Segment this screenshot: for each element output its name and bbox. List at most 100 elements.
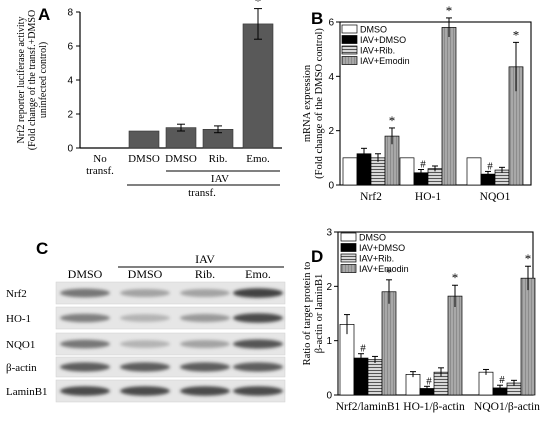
x-tick-label: No (93, 153, 107, 165)
x-tick-label: NQO1/β-actin (474, 401, 540, 413)
blot-band (60, 313, 110, 323)
panel-label-c: C (36, 239, 48, 258)
legend-label: IAV+Rib. (359, 254, 394, 264)
blot-band (233, 386, 283, 396)
legend-swatch (340, 243, 357, 252)
lane-label: Rib. (195, 267, 215, 281)
x-tick-label: Nrf2/laminB1 (336, 401, 401, 413)
chart-a: 0 2 4 6 8 Nrf2 reporter luciferase activity(F… (16, 0, 282, 199)
significance-mark: * (255, 0, 262, 9)
lane-label: DMSO (128, 267, 163, 281)
significance-mark: # (426, 375, 432, 387)
legend-swatch (340, 253, 357, 263)
legend-label: IAV+DMSO (360, 35, 406, 45)
legend-swatch (341, 35, 358, 44)
bar (399, 157, 415, 186)
x-tick-label: Emo. (246, 153, 270, 165)
legend-label: IAV+Rib. (360, 46, 395, 56)
blot-band (180, 339, 230, 349)
blot-band (120, 362, 170, 372)
blot-row-label: NQO1 (6, 339, 35, 351)
x-tick-label: HO-1 (415, 191, 441, 203)
blot-band (180, 386, 230, 396)
blot-band (180, 288, 230, 298)
blot-band (120, 314, 170, 322)
legend-swatch (340, 232, 357, 242)
blot-band (60, 339, 110, 349)
chart-d: 0 1 2 3 Ratio of target protein toβ-actin or… (302, 228, 540, 414)
blot-band (233, 313, 283, 323)
blot-band (120, 340, 170, 348)
significance-mark: * (452, 270, 459, 285)
bar (381, 291, 397, 396)
legend-label: IAV+Emodin (359, 264, 409, 274)
blot-strip (55, 379, 286, 403)
significance-mark: * (386, 265, 393, 280)
lane-label: DMSO (68, 267, 103, 281)
bar (478, 371, 494, 396)
x-tick-label: HO-1/β-actin (403, 401, 465, 413)
blot-strip (55, 332, 286, 356)
bar (339, 324, 355, 396)
lane-label: Emo. (245, 267, 271, 281)
blot-band (180, 313, 230, 323)
blot-strip (55, 306, 286, 330)
bar (342, 157, 358, 186)
blot-band (233, 288, 283, 298)
bar (520, 277, 536, 396)
y-tick-label: 2 (67, 110, 73, 121)
significance-mark: * (389, 113, 396, 128)
bar (128, 130, 160, 149)
blot-strip (55, 281, 286, 305)
significance-mark: # (420, 159, 426, 171)
significance-mark: * (525, 251, 532, 266)
bar (466, 157, 482, 186)
x-tick-label: DMSO (165, 153, 197, 165)
blot-band (60, 288, 110, 298)
blot-row-label: β-actin (6, 362, 37, 374)
x-tick-label: NQO1 (480, 191, 511, 203)
y-tick-label: 0 (67, 144, 73, 155)
significance-mark: # (487, 160, 493, 172)
y-axis-label: mRNA expression(Fold change of the DMSO … (302, 28, 325, 179)
panel-label-a: A (38, 5, 50, 24)
significance-mark: * (513, 27, 520, 42)
blot-band (233, 339, 283, 349)
western-blot: IAV DMSO DMSO Rib. Emo. Nrf2 HO-1 NQO1 β-actin La… (6, 252, 286, 403)
blot-row-label: HO-1 (6, 313, 31, 325)
significance-mark: # (360, 343, 366, 355)
bar (447, 295, 463, 396)
legend-label: IAV+Emodin (360, 56, 410, 66)
blot-band (120, 288, 170, 298)
y-tick-label: 3 (326, 228, 332, 239)
x-tick-label: Nrf2 (360, 191, 382, 203)
y-tick-label: 8 (67, 8, 73, 19)
y-tick-label: 1 (326, 336, 332, 347)
blot-band (120, 386, 170, 396)
x-tick-label: transf. (86, 165, 114, 177)
significance-mark: # (499, 374, 505, 386)
y-tick-label: 0 (328, 181, 334, 192)
group-label: IAV (195, 252, 215, 266)
panel-label-d: D (311, 247, 323, 266)
blot-strip (55, 356, 286, 378)
bar (405, 374, 421, 396)
legend-swatch (341, 56, 358, 65)
legend-label: DMSO (359, 233, 386, 243)
x-tick-label: DMSO (128, 153, 160, 165)
legend-swatch (341, 45, 358, 55)
y-tick-label: 2 (326, 282, 332, 293)
blot-row-label: Nrf2 (6, 288, 27, 300)
blot-band (60, 386, 110, 396)
y-axis-label: Nrf2 reporter luciferase activity(Fold c… (16, 10, 49, 150)
legend-swatch (340, 264, 357, 273)
y-tick-label: 4 (328, 72, 334, 83)
legend-label: IAV+DMSO (359, 243, 405, 253)
bar (242, 23, 274, 149)
group-label: transf. (188, 187, 216, 199)
y-tick-label: 6 (67, 42, 73, 53)
